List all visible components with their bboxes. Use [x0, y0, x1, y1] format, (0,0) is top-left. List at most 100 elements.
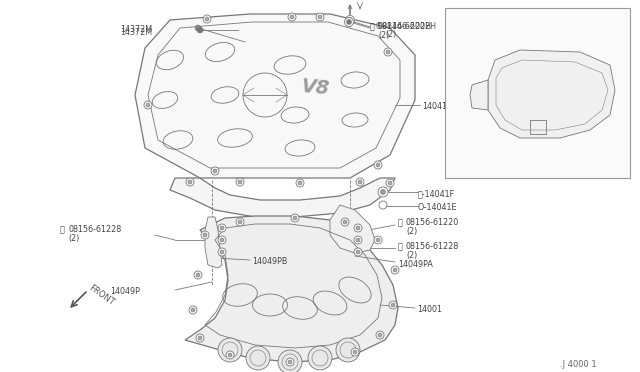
Circle shape [391, 303, 395, 307]
Circle shape [144, 101, 152, 109]
Circle shape [226, 351, 234, 359]
Text: 28945X: 28945X [454, 27, 485, 36]
Text: 14049PA: 14049PA [398, 260, 433, 269]
Circle shape [318, 15, 322, 19]
Circle shape [353, 350, 357, 354]
Text: 08156-61228: 08156-61228 [406, 242, 460, 251]
Circle shape [354, 248, 362, 256]
Circle shape [389, 301, 397, 309]
Circle shape [203, 15, 211, 23]
Circle shape [198, 336, 202, 340]
Circle shape [374, 236, 382, 244]
Circle shape [246, 346, 270, 370]
Circle shape [391, 266, 399, 274]
Polygon shape [488, 50, 615, 138]
Circle shape [341, 218, 349, 226]
Circle shape [351, 348, 359, 356]
Circle shape [201, 231, 209, 239]
Circle shape [393, 268, 397, 272]
Text: 14041P: 14041P [422, 102, 452, 111]
Circle shape [286, 358, 294, 366]
Text: V8: V8 [300, 77, 330, 99]
Text: 08146-6202H: 08146-6202H [378, 22, 432, 31]
Circle shape [376, 238, 380, 242]
Text: 14372M: 14372M [120, 28, 152, 37]
Polygon shape [170, 178, 395, 217]
Circle shape [211, 167, 219, 175]
Text: 14049P: 14049P [110, 287, 140, 296]
Circle shape [354, 236, 362, 244]
Bar [445, 8, 630, 178]
Circle shape [388, 181, 392, 185]
Text: Ⓑ: Ⓑ [370, 22, 375, 31]
Circle shape [218, 224, 226, 232]
Polygon shape [470, 80, 488, 110]
Text: (2): (2) [68, 234, 79, 243]
Circle shape [384, 48, 392, 56]
Text: 08156-61220: 08156-61220 [406, 218, 460, 227]
Text: 14041PA: 14041PA [490, 152, 529, 161]
Text: (2): (2) [406, 227, 417, 236]
Circle shape [343, 220, 347, 224]
Circle shape [236, 178, 244, 186]
Circle shape [236, 218, 244, 226]
Circle shape [336, 338, 360, 362]
Circle shape [238, 180, 242, 184]
Polygon shape [135, 14, 415, 178]
Circle shape [195, 25, 201, 31]
Circle shape [378, 187, 388, 197]
Circle shape [356, 238, 360, 242]
Text: (2): (2) [378, 31, 389, 40]
Circle shape [196, 334, 204, 342]
Circle shape [298, 181, 302, 185]
Circle shape [293, 216, 297, 220]
Circle shape [296, 179, 304, 187]
Circle shape [188, 180, 192, 184]
Circle shape [354, 224, 362, 232]
Bar [530, 120, 546, 134]
Circle shape [386, 179, 394, 187]
Circle shape [386, 50, 390, 54]
Text: 08156-61228: 08156-61228 [68, 225, 121, 234]
Circle shape [186, 178, 194, 186]
Circle shape [288, 13, 296, 21]
Circle shape [346, 16, 355, 25]
Text: 14372M: 14372M [120, 25, 152, 34]
Circle shape [203, 233, 207, 237]
Circle shape [374, 161, 382, 169]
Text: ®08146-6202H: ®08146-6202H [375, 22, 437, 31]
Text: FRONT: FRONT [87, 283, 116, 307]
Circle shape [308, 346, 332, 370]
Circle shape [189, 306, 197, 314]
Circle shape [376, 163, 380, 167]
Circle shape [358, 180, 362, 184]
Text: Ⓑ: Ⓑ [60, 225, 65, 234]
Text: (2): (2) [385, 30, 396, 39]
Circle shape [218, 248, 226, 256]
Circle shape [220, 250, 224, 254]
Circle shape [194, 271, 202, 279]
Circle shape [316, 13, 324, 21]
Circle shape [218, 236, 226, 244]
Text: 14001: 14001 [417, 305, 442, 314]
Circle shape [197, 27, 203, 33]
Circle shape [288, 360, 292, 364]
Circle shape [356, 226, 360, 230]
Circle shape [290, 15, 294, 19]
Text: (2): (2) [406, 251, 417, 260]
Text: Ⓑ: Ⓑ [398, 218, 403, 227]
Circle shape [346, 19, 351, 25]
Circle shape [146, 103, 150, 107]
Text: .J 4000 1: .J 4000 1 [560, 360, 596, 369]
Circle shape [356, 250, 360, 254]
Circle shape [278, 350, 302, 372]
Text: Ⓑ-14041F: Ⓑ-14041F [418, 189, 455, 198]
Text: A/CLNR COVER: A/CLNR COVER [455, 10, 522, 19]
Circle shape [191, 308, 195, 312]
Polygon shape [185, 216, 398, 362]
Circle shape [238, 220, 242, 224]
Circle shape [518, 24, 530, 36]
Circle shape [291, 214, 299, 222]
Circle shape [344, 17, 353, 26]
Circle shape [381, 189, 385, 195]
